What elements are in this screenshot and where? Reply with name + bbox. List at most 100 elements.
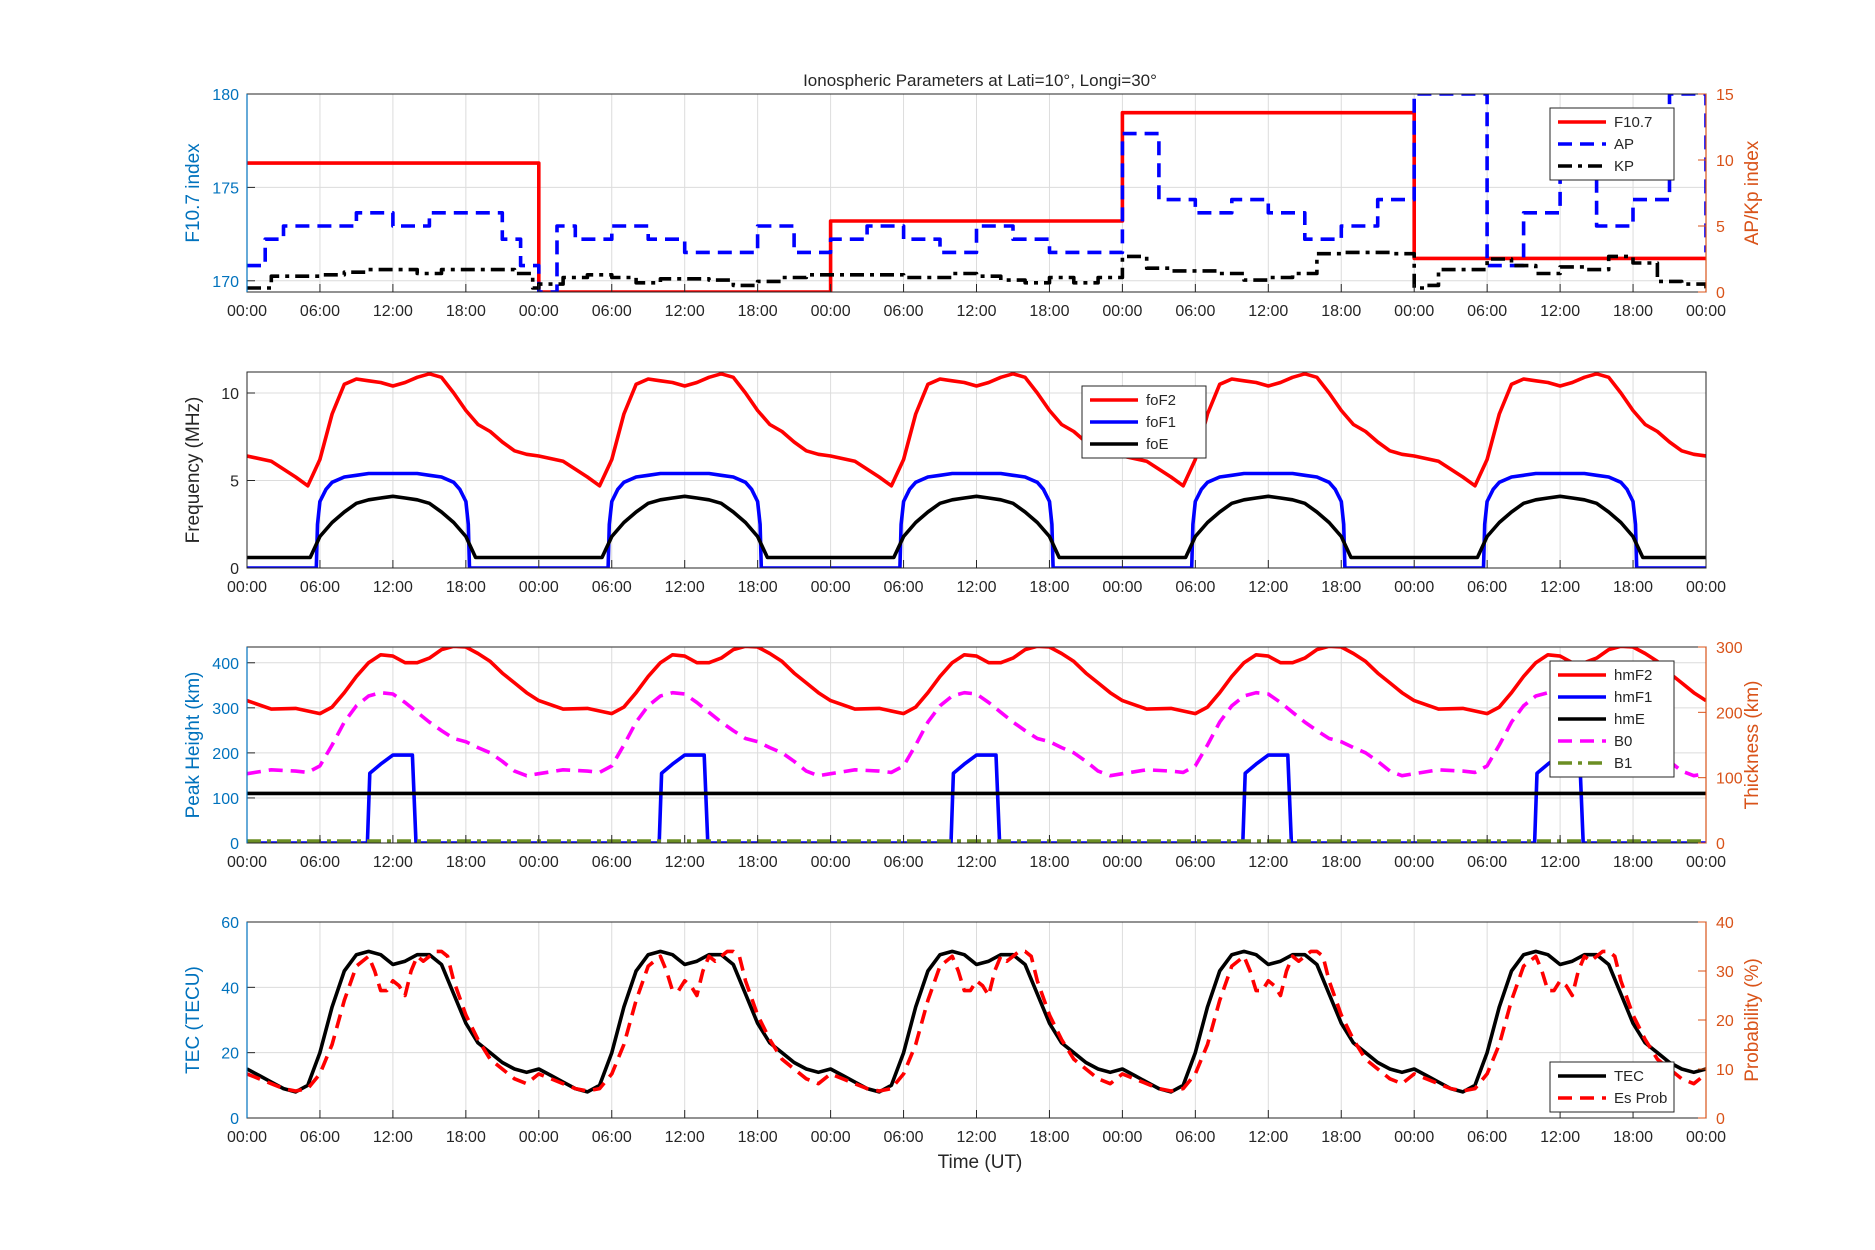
- panel-1: 00:00 06:00 12:00 18:00 00:00 06:00 12:00 18:00…: [183, 87, 1763, 320]
- x-tick-label: 06:00: [300, 854, 340, 871]
- x-tick-label: 12:00: [1248, 1129, 1288, 1146]
- y2-tick-label: 40: [1716, 915, 1734, 932]
- x-tick-label: 00:00: [227, 303, 267, 320]
- x-tick-label: 18:00: [1613, 579, 1653, 596]
- x-tick-label: 18:00: [1029, 303, 1069, 320]
- y-tick-label: 0: [230, 836, 239, 853]
- y-tick-label: 0: [230, 561, 239, 578]
- series-line-fof2: [247, 372, 1706, 488]
- legend-label: KP: [1614, 158, 1634, 175]
- y-axis-label: Frequency (MHz): [183, 397, 204, 544]
- x-tick-label: 06:00: [592, 854, 632, 871]
- plot-area: [247, 372, 1706, 568]
- x-tick-label: 06:00: [592, 579, 632, 596]
- legend: TEC Es Prob: [1549, 1061, 1675, 1113]
- y2-axis-label: Thickness (km): [1742, 681, 1763, 810]
- y2-tick-label: 300: [1716, 640, 1743, 657]
- x-tick-label: 06:00: [884, 1129, 924, 1146]
- x-tick-label: 18:00: [738, 1129, 778, 1146]
- y-tick-label: 300: [212, 701, 239, 718]
- x-tick-label: 06:00: [1467, 579, 1507, 596]
- x-tick-label: 18:00: [1321, 1129, 1361, 1146]
- legend: hmF2 hmF1 hmE B0 B1: [1549, 660, 1675, 778]
- y-tick-label: 180: [212, 87, 239, 104]
- x-tick-label: 18:00: [1321, 579, 1361, 596]
- x-tick-label: 00:00: [227, 854, 267, 871]
- y2-tick-label: 10: [1716, 1062, 1734, 1079]
- x-tick-label: 12:00: [1540, 1129, 1580, 1146]
- x-tick-label: 06:00: [1467, 1129, 1507, 1146]
- y2-axis-label: Probability (%): [1742, 958, 1763, 1082]
- legend-label: hmE: [1614, 711, 1645, 728]
- plot-area: [247, 949, 1706, 1094]
- x-tick-label: 12:00: [665, 303, 705, 320]
- y2-tick-label: 10: [1716, 153, 1734, 170]
- series-line-es-prob: [247, 949, 1706, 1093]
- y-tick-label: 200: [212, 746, 239, 763]
- x-tick-label: 18:00: [1029, 1129, 1069, 1146]
- y2-axis-label: AP/Kp index: [1742, 140, 1763, 245]
- x-tick-label: 18:00: [738, 303, 778, 320]
- x-tick-label: 00:00: [811, 579, 851, 596]
- y2-tick-label: 0: [1716, 1111, 1725, 1128]
- x-tick-label: 00:00: [519, 303, 559, 320]
- x-tick-label: 18:00: [446, 579, 486, 596]
- x-tick-label: 00:00: [1394, 854, 1434, 871]
- x-tick-label: 12:00: [956, 579, 996, 596]
- x-tick-label: 12:00: [665, 579, 705, 596]
- panel-3: 00:00 06:00 12:00 18:00 00:00 06:00 12:00 18:00…: [183, 640, 1763, 871]
- x-tick-label: 18:00: [1321, 303, 1361, 320]
- panel-2: 00:00 06:00 12:00 18:00 00:00 06:00 12:00 18:00…: [183, 371, 1726, 596]
- legend-label: foE: [1146, 436, 1169, 453]
- x-tick-label: 00:00: [227, 1129, 267, 1146]
- y-tick-label: 170: [212, 274, 239, 291]
- y2-tick-label: 30: [1716, 964, 1734, 981]
- x-tick-label: 12:00: [373, 303, 413, 320]
- x-tick-label: 00:00: [519, 579, 559, 596]
- x-tick-label: 18:00: [1321, 854, 1361, 871]
- series-line-fof1: [247, 471, 1706, 568]
- series-line-foe: [247, 494, 1706, 560]
- legend-label: B0: [1614, 733, 1632, 750]
- x-tick-label: 00:00: [1686, 854, 1726, 871]
- x-tick-label: 00:00: [227, 579, 267, 596]
- x-tick-label: 00:00: [1686, 1129, 1726, 1146]
- y-tick-label: 5: [230, 474, 239, 491]
- x-tick-label: 18:00: [1029, 854, 1069, 871]
- x-tick-label: 00:00: [1394, 303, 1434, 320]
- x-tick-label: 12:00: [956, 303, 996, 320]
- x-tick-label: 00:00: [1686, 303, 1726, 320]
- y-tick-label: 175: [212, 180, 239, 197]
- legend-label: hmF2: [1614, 667, 1652, 684]
- y-axis-label: F10.7 index: [183, 143, 204, 243]
- x-tick-label: 18:00: [446, 303, 486, 320]
- x-tick-label: 00:00: [811, 854, 851, 871]
- legend-label: Es Prob: [1614, 1090, 1667, 1107]
- x-tick-label: 06:00: [1175, 303, 1215, 320]
- y2-tick-label: 100: [1716, 771, 1743, 788]
- x-tick-label: 12:00: [1540, 854, 1580, 871]
- x-tick-label: 18:00: [738, 854, 778, 871]
- x-tick-label: 00:00: [1102, 854, 1142, 871]
- legend-label: TEC: [1614, 1068, 1644, 1085]
- chart-panels: 00:00 06:00 12:00 18:00 00:00 06:00 12:00 18:00…: [183, 87, 1763, 1146]
- y-axis-label: Peak Height (km): [183, 672, 204, 819]
- y-tick-label: 0: [230, 1111, 239, 1128]
- x-tick-label: 00:00: [519, 854, 559, 871]
- x-tick-label: 00:00: [519, 1129, 559, 1146]
- y2-tick-label: 200: [1716, 705, 1743, 722]
- x-tick-label: 06:00: [884, 303, 924, 320]
- x-tick-label: 06:00: [1175, 854, 1215, 871]
- x-tick-label: 06:00: [884, 579, 924, 596]
- x-tick-label: 00:00: [1102, 579, 1142, 596]
- y2-tick-label: 0: [1716, 836, 1725, 853]
- x-tick-label: 12:00: [373, 579, 413, 596]
- x-tick-label: 18:00: [738, 579, 778, 596]
- x-tick-label: 12:00: [956, 854, 996, 871]
- series-line-b0: [247, 690, 1706, 778]
- x-tick-label: 18:00: [1029, 579, 1069, 596]
- x-tick-label: 00:00: [1394, 1129, 1434, 1146]
- legend-label: B1: [1614, 755, 1632, 772]
- legend-label: F10.7: [1614, 114, 1652, 131]
- legend-label: hmF1: [1614, 689, 1652, 706]
